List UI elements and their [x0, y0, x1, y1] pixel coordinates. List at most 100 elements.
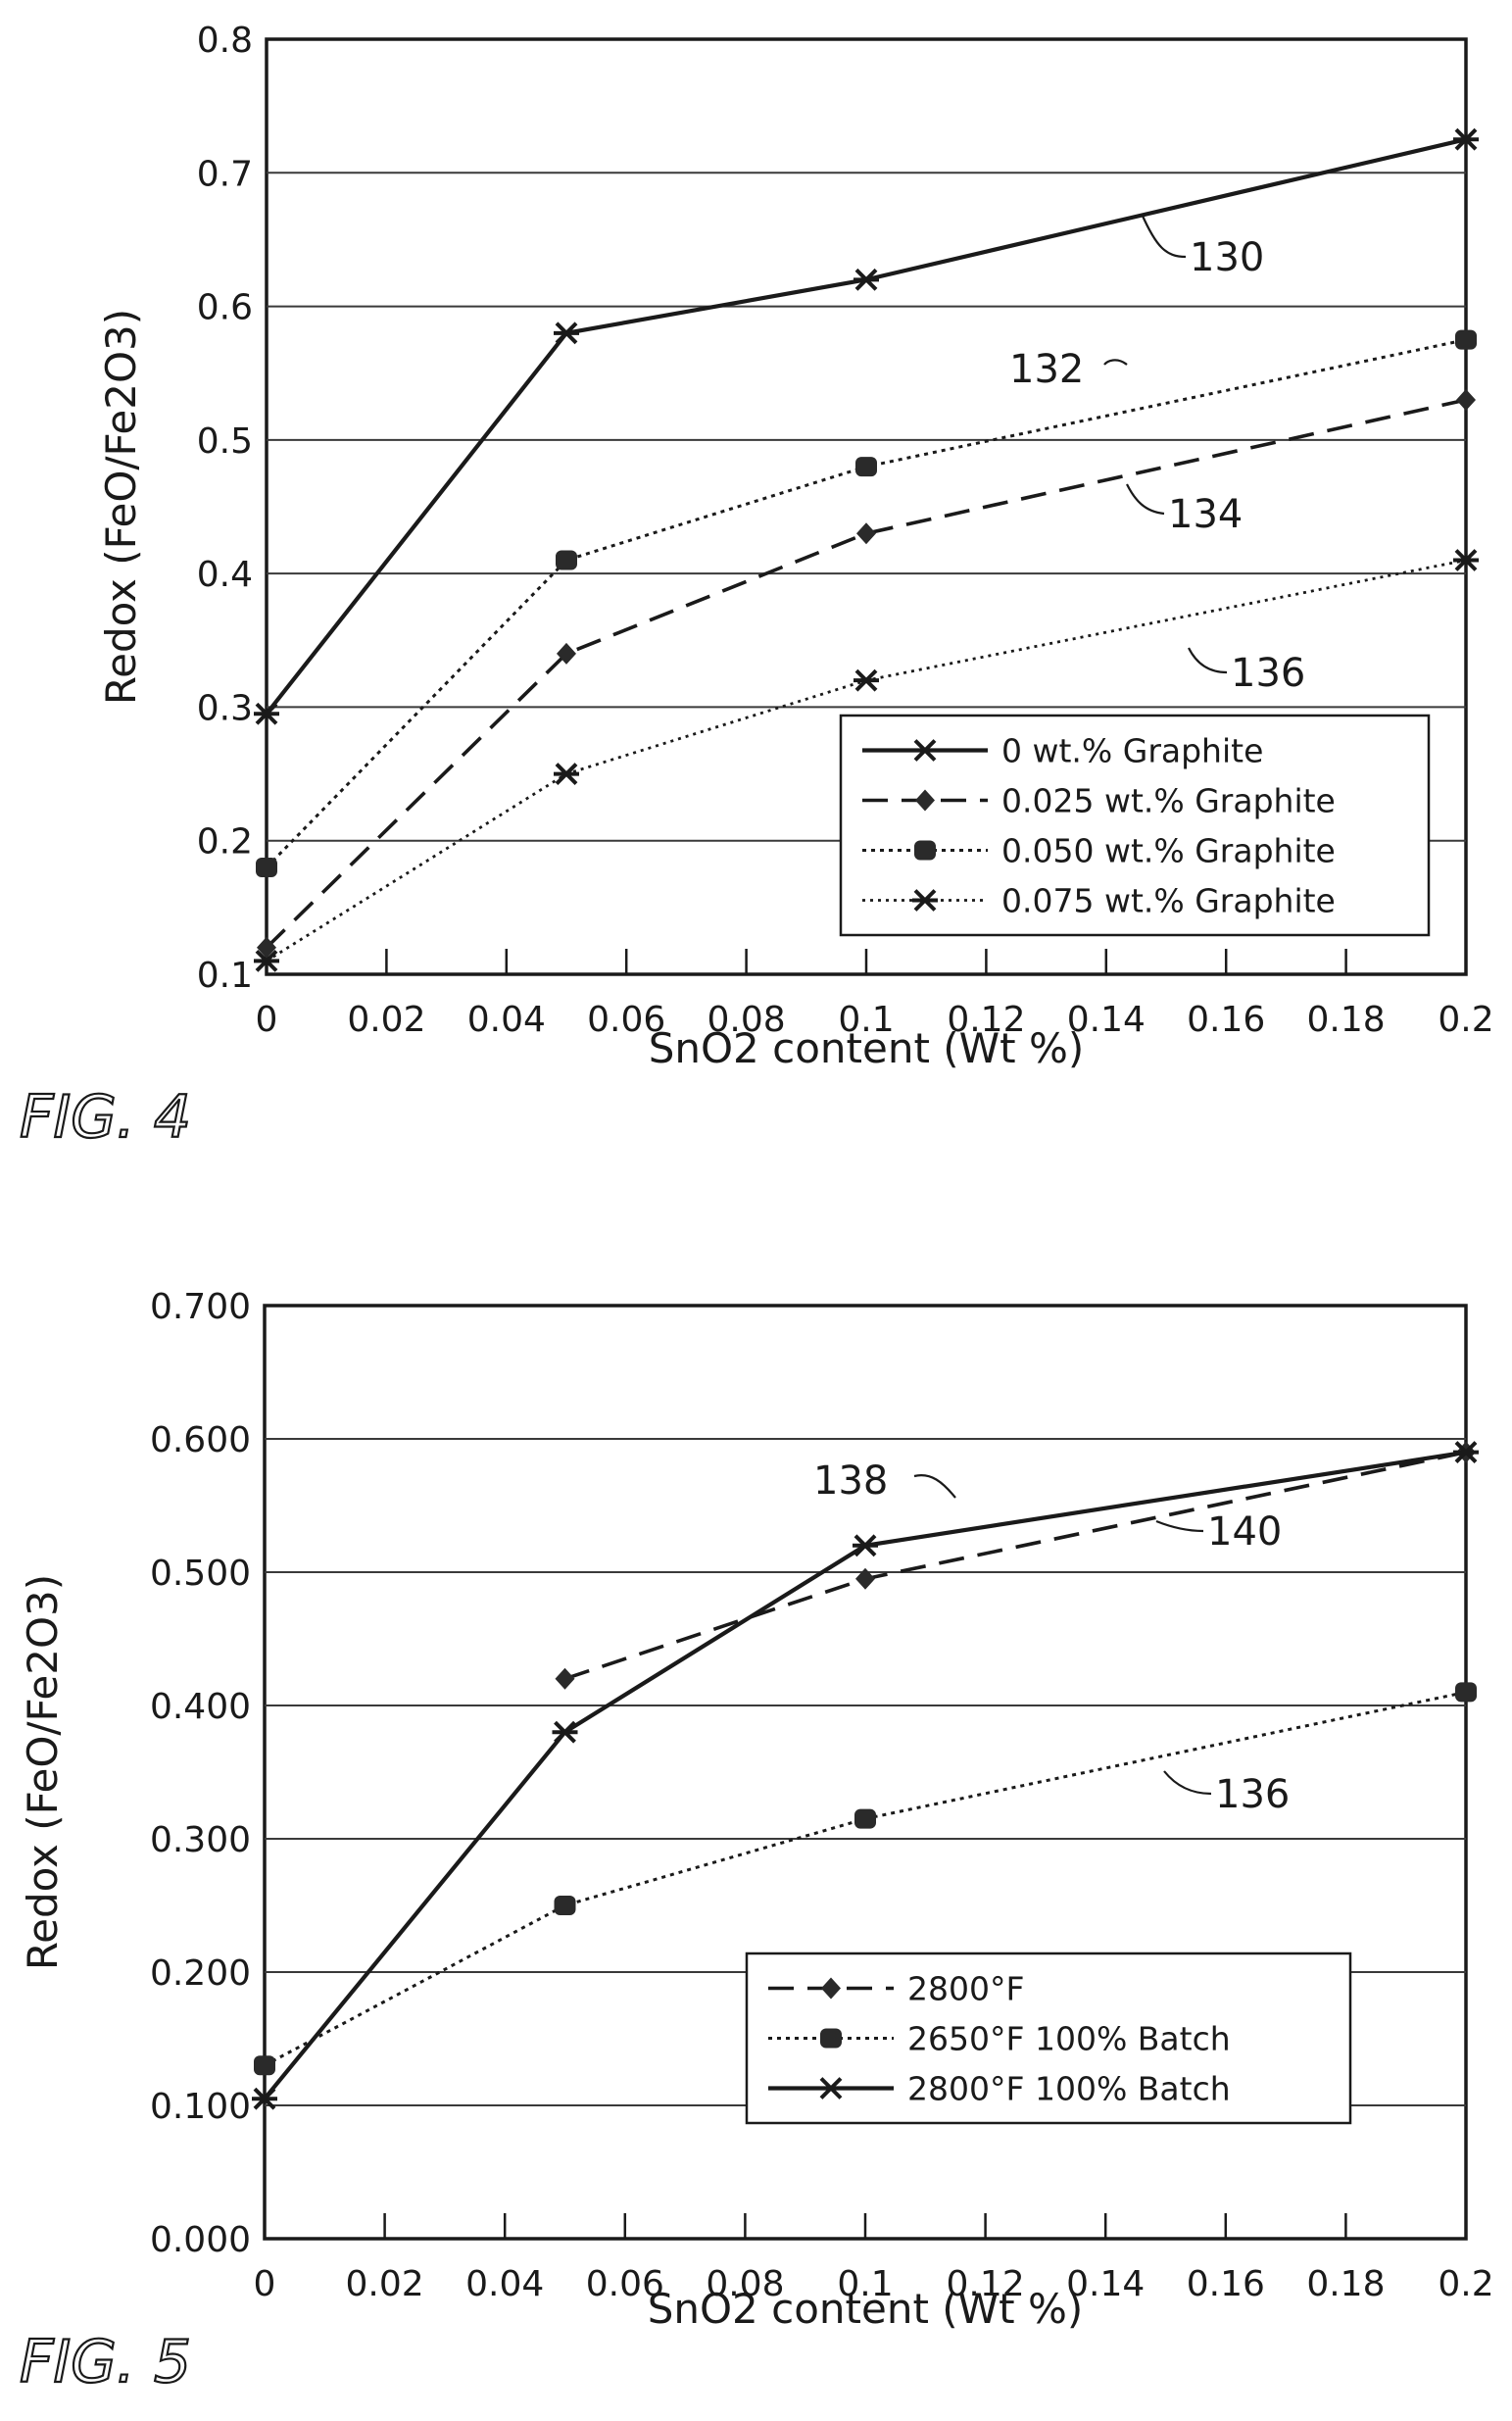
x-axis-title: SnO2 content (Wt %): [648, 2285, 1084, 2333]
x-tick-label: 0: [254, 2264, 276, 2304]
callout-label: 140: [1207, 1509, 1282, 1555]
series-0-050-wt-graphite: [256, 329, 1477, 877]
legend-marker: [914, 840, 936, 861]
callout-leader: [1140, 213, 1187, 259]
callout-label: 132: [1009, 347, 1084, 392]
y-tick-label: 0.2: [197, 822, 253, 863]
callout-130: 130: [1140, 213, 1264, 280]
y-axis-title: Redox (FeO/Fe2O3): [19, 1574, 67, 1970]
data-point: [1453, 549, 1479, 571]
data-point: [856, 522, 876, 545]
x-tick-label: 0.2: [1438, 2264, 1493, 2304]
data-point: [257, 936, 276, 959]
callout-label: 136: [1215, 1772, 1290, 1817]
legend-item: 2800°F 100% Batch: [768, 2070, 1231, 2108]
x-tick-label: 0.16: [1187, 2264, 1265, 2304]
data-point: [1456, 388, 1476, 411]
legend-marker: [821, 1977, 841, 2000]
figure-4: 0.1 0.2 0.3 0.4 0.5 0.6 0.7 0.8 0 0.02 0.04 0.06 0.0…: [0, 0, 1512, 1196]
data-point: [854, 268, 879, 291]
legend-label: 0.050 wt.% Graphite: [1001, 832, 1336, 870]
legend-item: 2650°F 100% Batch: [768, 2020, 1231, 2058]
data-point: [256, 857, 277, 877]
x-tick-label: 0: [256, 1000, 278, 1040]
legend: 2800°F 2650°F 100% Batch 2800°F 100% Batch: [745, 1952, 1352, 2125]
series-2800-f-100-batch: [252, 1441, 1479, 2110]
y-tick-label: 0.200: [150, 1953, 251, 1994]
y-tick-label: 0.8: [197, 21, 253, 61]
data-point: [554, 763, 579, 785]
y-tick-label: 0.000: [150, 2220, 251, 2260]
legend-box: [745, 1952, 1352, 2125]
legend-marker: [915, 789, 935, 812]
callout-134: 134: [1126, 483, 1243, 537]
legend-label: 2800°F: [907, 1970, 1024, 2008]
series-line: [264, 1690, 1467, 2067]
callout-label: 130: [1190, 235, 1264, 280]
x-tick-label: 0.02: [347, 1000, 425, 1040]
x-tick-label: 0.04: [465, 2264, 544, 2304]
y-tick-label: 0.100: [150, 2087, 251, 2127]
data-point: [855, 457, 877, 477]
x-tick-label: 0.1: [837, 2264, 893, 2304]
data-point: [853, 1534, 878, 1557]
data-point: [854, 668, 879, 692]
data-point: [254, 2055, 275, 2076]
series-line: [265, 398, 1467, 950]
series-line: [265, 338, 1467, 869]
y-tick-label: 0.3: [197, 688, 253, 728]
y-tick-label: 0.700: [150, 1287, 251, 1327]
x-tick-label: 0.18: [1307, 1000, 1386, 1040]
data-point: [252, 2087, 277, 2110]
figure-label: FIG. 5: [20, 2328, 191, 2396]
figure-4-chart: 0.1 0.2 0.3 0.4 0.5 0.6 0.7 0.8 0 0.02 0.04 0.06 0.0…: [19, 21, 1494, 1153]
series-2650-f-100-batch: [254, 1682, 1477, 2076]
x-tick-label: 0.08: [707, 1000, 786, 1040]
series-line: [265, 137, 1467, 716]
y-tick-label: 0.600: [150, 1420, 251, 1460]
legend-marker: [818, 2077, 844, 2100]
legend-label: 0.075 wt.% Graphite: [1001, 882, 1336, 920]
legend-marker: [820, 2028, 842, 2049]
x-tick-label: 0.14: [1067, 1000, 1146, 1040]
y-tick-label: 0.300: [150, 1820, 251, 1860]
data-point: [855, 1567, 875, 1590]
x-tick-label: 0.12: [947, 2264, 1025, 2304]
callout-leader: [913, 1474, 956, 1499]
legend-item: 2800°F: [768, 1970, 1024, 2008]
legend-item: 0.075 wt.% Graphite: [862, 882, 1336, 920]
legend-label: 0 wt.% Graphite: [1001, 732, 1263, 770]
data-point: [254, 949, 279, 972]
series-0-075-wt-graphite: [254, 549, 1479, 972]
series-line: [266, 559, 1467, 963]
x-tick-label: 0.04: [467, 1000, 546, 1040]
legend-item: 0.050 wt.% Graphite: [862, 832, 1336, 870]
data-point: [1453, 1441, 1479, 1464]
x-tick-label: 0.06: [586, 2264, 664, 2304]
data-point: [556, 550, 577, 570]
series-0-wt-graphite: [254, 127, 1479, 725]
data-point: [554, 321, 579, 345]
x-tick-label: 0.06: [587, 1000, 665, 1040]
callout-label: 138: [813, 1458, 888, 1504]
data-point: [254, 702, 279, 725]
legend-item: 0.025 wt.% Graphite: [862, 782, 1336, 820]
x-tick-label: 0.16: [1187, 1000, 1265, 1040]
y-tick-label: 0.4: [197, 555, 253, 595]
callout-132: 132: [1009, 347, 1128, 392]
data-point: [1453, 127, 1479, 151]
y-tick-label: 0.6: [197, 288, 253, 328]
x-tick-label: 0.18: [1306, 2264, 1385, 2304]
y-tick-label: 0.400: [150, 1687, 251, 1727]
data-point: [555, 1667, 575, 1690]
callout-label: 136: [1231, 651, 1305, 696]
x-tick-label: 0.14: [1066, 2264, 1145, 2304]
data-point: [557, 642, 576, 665]
data-point: [1455, 329, 1477, 350]
legend-marker: [912, 739, 938, 762]
callout-leader: [1103, 359, 1128, 366]
legend-marker: [912, 889, 938, 912]
figure-5: 0.000 0.100 0.200 0.300 0.400 0.500 0.600 0.700…: [0, 1264, 1512, 2421]
x-tick-label: 0.2: [1438, 1000, 1493, 1040]
y-axis-title: Redox (FeO/Fe2O3): [97, 309, 145, 705]
